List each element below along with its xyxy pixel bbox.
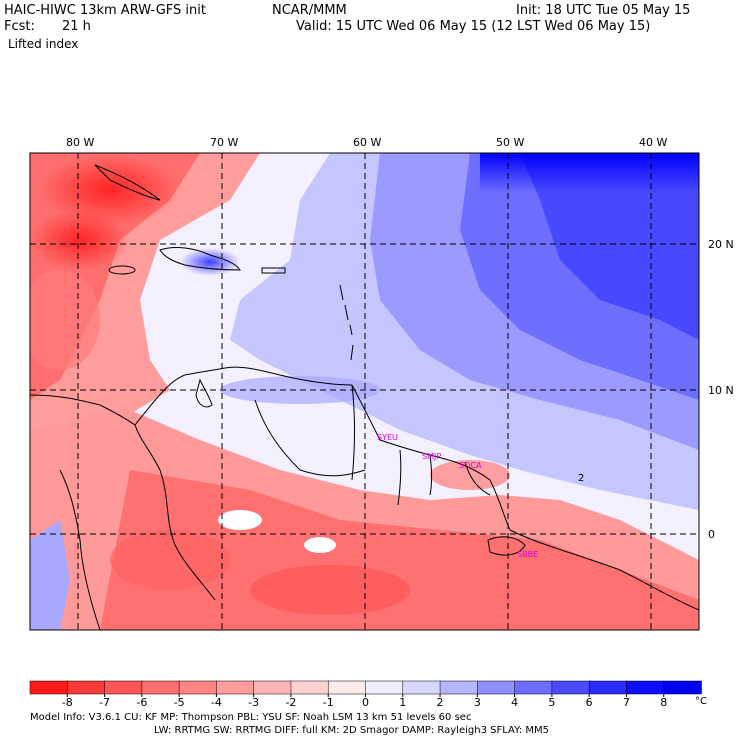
legend-color-boxes	[29, 680, 702, 695]
legend-tick-label: -2	[285, 696, 296, 709]
legend-tick-label: -6	[136, 696, 147, 709]
legend-tick-label: 2	[437, 696, 444, 709]
legend-color-box	[514, 680, 553, 695]
legend-tick-label: 3	[474, 696, 481, 709]
legend-tick-label: -3	[248, 696, 259, 709]
contour-label: 2	[578, 473, 584, 484]
model-info-line-2: LW: RRTMG SW: RRTMG DIFF: full KM: 2D Sm…	[154, 725, 550, 736]
legend-tick-label: -1	[323, 696, 334, 709]
legend-color-box	[365, 680, 404, 695]
init-time: Init: 18 UTC Tue 05 May 15	[516, 3, 691, 18]
legend-color-box	[104, 680, 143, 695]
legend-tick-label: 8	[660, 696, 667, 709]
legend-color-box	[253, 680, 292, 695]
station-label-smjp: SMJP	[422, 452, 441, 461]
legend-unit: °C	[695, 696, 707, 707]
legend-color-box	[551, 680, 590, 695]
organization-label: NCAR/MMM	[272, 3, 347, 18]
map-frame	[29, 152, 700, 631]
legend-tick-label: -4	[211, 696, 222, 709]
lon-label-80w: 80 W	[66, 136, 94, 149]
field-name: Lifted index	[8, 37, 79, 51]
graticule	[30, 153, 699, 630]
forecast-label: Fcst:	[4, 19, 35, 34]
legend-tick-label: 6	[586, 696, 593, 709]
station-label-syeu: SYEU	[377, 433, 398, 442]
legend-tick-label: -8	[62, 696, 73, 709]
legend-tick-label: 5	[548, 696, 555, 709]
legend-color-box	[178, 680, 218, 695]
legend-color-box	[402, 680, 441, 695]
legend-tick-label: -7	[99, 696, 110, 709]
coastlines	[30, 164, 699, 630]
lat-label-10n: 10 N	[708, 384, 734, 397]
legend-color-box	[290, 680, 329, 695]
legend-color-box	[477, 680, 516, 695]
legend-color-box	[216, 680, 255, 695]
legend-tick-label: 7	[623, 696, 630, 709]
lat-label-20n: 20 N	[708, 238, 734, 251]
shaded-field	[30, 153, 699, 630]
legend-tick-label: -5	[174, 696, 185, 709]
legend-tick-label: 4	[511, 696, 518, 709]
lon-label-40w: 40 W	[639, 136, 667, 149]
legend-color-box	[29, 680, 69, 695]
legend-color-box	[439, 680, 479, 695]
legend-color-box	[626, 680, 665, 695]
legend-tick-label: 1	[399, 696, 406, 709]
lon-label-50w: 50 W	[496, 136, 524, 149]
lat-label-0: 0	[708, 528, 715, 541]
model-title: HAIC-HIWC 13km ARW-GFS init	[4, 3, 206, 18]
valid-time: Valid: 15 UTC Wed 06 May 15 (12 LST Wed …	[296, 19, 651, 34]
station-label-soca: SOCA	[459, 461, 482, 470]
legend-color-box	[588, 680, 628, 695]
lon-label-70w: 70 W	[210, 136, 238, 149]
legend-color-box	[327, 680, 367, 695]
legend-tick-label: 0	[362, 696, 369, 709]
lon-label-60w: 60 W	[353, 136, 381, 149]
legend-color-box	[67, 680, 106, 695]
station-label-sbbe: SBBE	[517, 550, 538, 559]
model-info-line-1: Model Info: V3.6.1 CU: KF MP: Thompson P…	[30, 712, 472, 723]
forecast-hour: 21 h	[62, 19, 91, 34]
legend-color-box	[663, 680, 702, 695]
legend-color-box	[141, 680, 180, 695]
legend-tick-labels: -8 -7 -6 -5 -4 -3 -2 -1 0 1 2 3 4 5 6 7 8	[62, 694, 667, 709]
